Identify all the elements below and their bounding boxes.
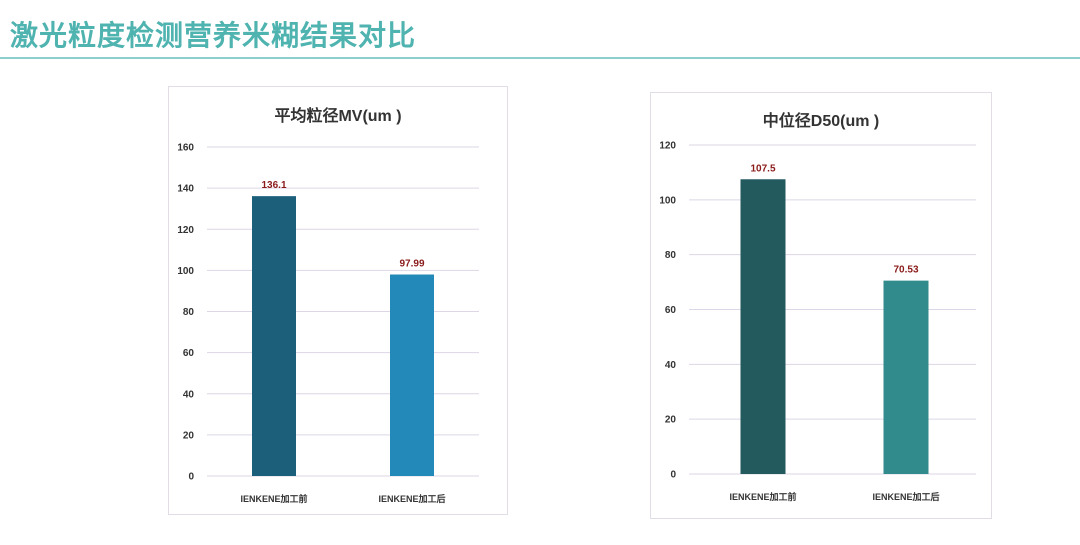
y-tick-label: 140: [177, 184, 194, 195]
x-category-label: IENKENE加工后: [872, 491, 939, 502]
bar: [883, 280, 929, 474]
y-tick-label: 100: [177, 266, 194, 277]
y-tick-label: 40: [183, 389, 195, 400]
x-category-label: IENKENE加工前: [240, 493, 307, 504]
x-category-label: IENKENE加工前: [729, 491, 796, 502]
y-tick-label: 0: [188, 472, 194, 483]
chart-title: 平均粒径MV(um ): [274, 108, 402, 125]
x-category-label: IENKENE加工后: [378, 493, 445, 504]
y-tick-label: 100: [659, 195, 676, 206]
y-tick-label: 80: [665, 250, 677, 261]
y-tick-label: 0: [670, 470, 676, 481]
bar: [390, 274, 434, 476]
y-tick-label: 120: [659, 141, 676, 152]
bar: [252, 196, 296, 476]
slide-title: 激光粒度检测营养米糊结果对比: [10, 19, 417, 52]
bar: [740, 179, 786, 474]
y-tick-label: 20: [183, 430, 195, 441]
data-label: 136.1: [261, 180, 286, 191]
y-tick-label: 60: [183, 348, 195, 359]
y-tick-label: 80: [183, 307, 195, 318]
bar-chart-svg: 0 20 40 60 80 100 120 140 160 136.1 IENKENE加工前 97.9…: [177, 143, 479, 504]
y-tick-label: 120: [177, 225, 194, 236]
chart-mean-particle-size: 平均粒径MV(um ) 0 20 40 60 80 100 120 140 160 136.1 IE…: [168, 86, 508, 515]
chart-title: 中位径D50(um ): [762, 113, 880, 130]
chart-median-d50: 中位径D50(um ) 0 20 40 60 80 100 120 107.5 IENKENE加…: [650, 92, 992, 519]
y-tick-label: 60: [665, 305, 677, 316]
y-tick-label: 160: [177, 143, 194, 154]
bar-chart-svg: 0 20 40 60 80 100 120 107.5 IENKENE加工前 70.53 IENKE…: [659, 141, 976, 502]
data-label: 107.5: [750, 163, 775, 174]
title-divider: [0, 57, 1080, 59]
y-tick-label: 20: [665, 415, 677, 426]
y-tick-label: 40: [665, 360, 677, 371]
data-label: 97.99: [399, 259, 424, 270]
data-label: 70.53: [893, 265, 918, 276]
